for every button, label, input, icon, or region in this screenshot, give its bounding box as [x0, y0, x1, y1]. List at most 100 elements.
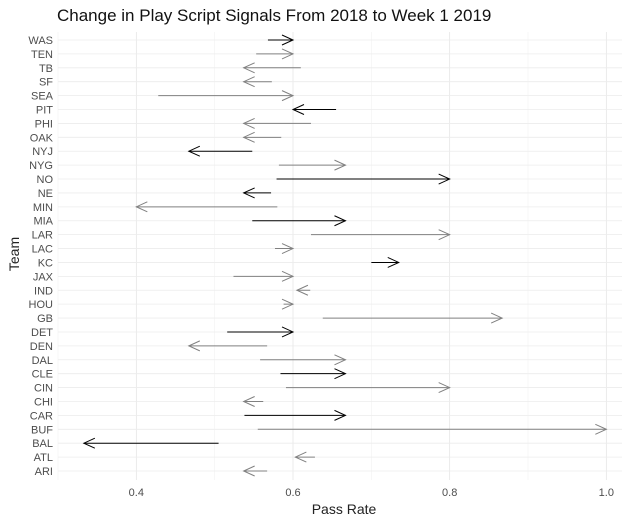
arrow-no — [276, 173, 451, 185]
arrow-pit — [291, 104, 337, 115]
arrow-head — [281, 34, 295, 46]
arrow-head — [281, 298, 295, 310]
arrow-det — [227, 326, 295, 338]
arrow-min — [135, 201, 278, 213]
arrow-head — [490, 312, 504, 324]
arrow-hou — [281, 298, 295, 310]
y-tick-label: WAS — [28, 35, 53, 47]
arrow-lac — [274, 243, 295, 255]
arrow-bal — [82, 437, 219, 449]
arrow-oak — [242, 131, 282, 143]
arrow-head — [242, 131, 255, 143]
y-tick-label: SF — [39, 77, 53, 89]
arrow-cle — [280, 368, 347, 380]
arrow-head — [387, 256, 400, 268]
y-tick-label: ARI — [35, 466, 53, 478]
arrow-head — [291, 104, 305, 115]
y-tick-label: KC — [38, 257, 53, 269]
arrow-ind — [295, 284, 311, 296]
arrow-head — [438, 382, 451, 394]
arrow-head — [135, 201, 148, 213]
y-tick-label: NO — [37, 174, 54, 186]
y-tick-label: PIT — [36, 105, 53, 117]
x-tick-label: 0.8 — [442, 487, 457, 499]
y-tick-label: LAR — [32, 230, 53, 242]
y-tick-label: TEN — [31, 49, 53, 61]
y-tick-label: ATL — [34, 452, 53, 464]
y-tick-label: DET — [31, 327, 53, 339]
arrow-dal — [260, 354, 347, 366]
arrow-phi — [242, 117, 312, 129]
y-tick-label: BAL — [32, 438, 53, 450]
x-tick-label: 1.0 — [599, 487, 614, 499]
arrow-atl — [294, 451, 315, 463]
arrow-head — [334, 354, 347, 366]
arrow-lar — [311, 229, 451, 241]
y-tick-label: MIN — [33, 202, 53, 214]
arrow-head — [438, 173, 451, 185]
arrow-head — [242, 62, 255, 74]
arrow-head — [595, 423, 608, 435]
arrow-cin — [285, 382, 451, 394]
x-tick-labels: 0.4 0.6 0.8 1.0 — [129, 487, 614, 499]
y-tick-label: OAK — [30, 132, 54, 144]
y-tick-label: TB — [39, 63, 53, 75]
x-axis-title: Pass Rate — [312, 501, 377, 517]
arrow-head — [242, 76, 255, 88]
y-tick-label: CAR — [30, 410, 53, 422]
y-tick-label: PHI — [35, 118, 53, 130]
arrow-sea — [158, 90, 295, 102]
y-tick-label: DEN — [30, 341, 53, 353]
y-tick-label: JAX — [33, 271, 54, 283]
arrow-nyg — [278, 159, 347, 171]
y-tick-label: IND — [34, 285, 53, 297]
y-tick-label: CIN — [34, 383, 53, 395]
arrow-head — [187, 145, 201, 157]
arrow-head — [187, 340, 201, 352]
arrow-head — [281, 326, 295, 338]
arrow-kc — [371, 256, 400, 268]
arrow-head — [281, 243, 295, 255]
arrow-head — [281, 48, 295, 60]
y-tick-label: DAL — [32, 355, 53, 367]
arrow-head — [334, 215, 347, 227]
y-tick-label: SEA — [31, 91, 54, 103]
arrow-mia — [252, 215, 347, 227]
y-tick-label: MIA — [33, 216, 53, 228]
arrow-head — [82, 437, 96, 449]
y-tick-label: LAC — [32, 244, 53, 256]
y-tick-label: CLE — [32, 369, 53, 381]
arrow-ten — [256, 48, 295, 60]
arrow-head — [242, 396, 255, 407]
y-tick-label: CHI — [34, 396, 53, 408]
arrow-head — [294, 451, 307, 463]
arrow-ne — [242, 187, 272, 199]
arrow-gb — [322, 312, 504, 324]
chart-title: Change in Play Script Signals From 2018 … — [57, 6, 492, 25]
arrow-head — [281, 270, 295, 282]
arrow-head — [334, 368, 347, 380]
y-tick-label: GB — [37, 313, 53, 325]
y-tick-label: NYG — [29, 160, 53, 172]
arrow-head — [438, 229, 451, 241]
arrow-den — [187, 340, 268, 352]
arrow-sf — [242, 76, 272, 88]
y-tick-label: BUF — [31, 424, 53, 436]
arrow-nyj — [187, 145, 253, 157]
arrow-tb — [242, 62, 301, 74]
arrow-ari — [242, 465, 268, 477]
y-tick-label: NE — [38, 188, 53, 200]
y-tick-label: HOU — [29, 299, 54, 311]
arrow-head — [295, 284, 309, 296]
arrow-head — [334, 409, 347, 421]
arrow-head — [242, 465, 255, 477]
arrow-head — [334, 159, 347, 171]
arrow-chi — [242, 396, 264, 407]
arrow-was — [267, 34, 295, 46]
arrow-car — [244, 409, 347, 421]
arrow-jax — [233, 270, 295, 282]
arrow-head — [242, 187, 255, 199]
